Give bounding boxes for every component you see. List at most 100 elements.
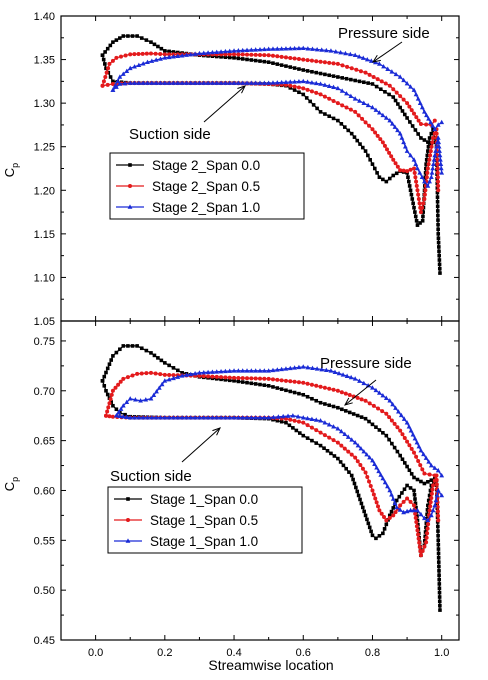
data-point xyxy=(357,378,362,383)
data-point xyxy=(400,491,404,495)
data-point xyxy=(236,52,241,57)
data-point xyxy=(100,379,105,383)
data-point xyxy=(411,87,417,92)
data-point xyxy=(427,178,432,184)
data-point xyxy=(383,395,389,400)
data-point xyxy=(288,389,293,394)
data-point xyxy=(389,492,394,497)
data-point xyxy=(402,112,407,117)
data-point xyxy=(270,377,275,382)
data-point xyxy=(410,124,415,128)
data-point xyxy=(387,150,392,155)
data-point xyxy=(395,127,400,133)
data-point xyxy=(258,376,262,381)
data-point xyxy=(367,401,372,406)
data-point xyxy=(344,466,348,471)
data-point xyxy=(116,382,121,387)
data-point xyxy=(266,60,271,64)
y-tick-label: 1.10 xyxy=(34,272,55,284)
data-point xyxy=(283,46,289,51)
data-point xyxy=(364,451,370,457)
data-point xyxy=(227,378,232,383)
data-point xyxy=(436,560,441,564)
data-point xyxy=(435,162,440,167)
data-point xyxy=(401,416,407,421)
data-point xyxy=(111,354,115,358)
data-point xyxy=(344,90,349,96)
data-point xyxy=(343,50,348,56)
data-point xyxy=(431,157,437,162)
data-point xyxy=(436,183,441,188)
data-point xyxy=(387,92,391,97)
data-point xyxy=(340,372,346,377)
data-point xyxy=(235,80,241,85)
data-point xyxy=(371,403,376,408)
data-point xyxy=(288,55,293,60)
data-point xyxy=(331,61,336,66)
data-point xyxy=(370,488,375,493)
data-point xyxy=(258,52,262,57)
data-point xyxy=(391,157,396,162)
data-point xyxy=(426,162,431,167)
data-point xyxy=(275,377,280,382)
data-point xyxy=(144,348,149,353)
data-point xyxy=(331,404,336,409)
data-point xyxy=(398,412,404,418)
data-point xyxy=(394,504,400,510)
data-point xyxy=(393,71,399,77)
data-point xyxy=(292,390,297,395)
data-point xyxy=(380,112,386,118)
data-point xyxy=(407,443,412,448)
data-point xyxy=(439,492,445,498)
data-point xyxy=(126,518,130,522)
data-point xyxy=(366,81,370,85)
data-point xyxy=(380,409,385,414)
data-point xyxy=(279,419,284,424)
data-point xyxy=(406,175,410,180)
data-point xyxy=(309,58,314,63)
data-point xyxy=(205,80,211,85)
data-point xyxy=(412,205,416,210)
data-point xyxy=(305,423,310,428)
data-point xyxy=(347,393,352,398)
data-point xyxy=(300,415,306,420)
data-point xyxy=(231,80,237,85)
data-point xyxy=(323,112,327,116)
data-point xyxy=(314,59,319,64)
data-point xyxy=(352,481,357,486)
data-point xyxy=(322,433,327,438)
data-point xyxy=(336,118,340,123)
data-point xyxy=(353,109,358,114)
data-point xyxy=(322,446,326,451)
data-point xyxy=(436,547,441,551)
data-point xyxy=(383,81,388,86)
data-point xyxy=(343,409,348,413)
data-point xyxy=(412,503,417,508)
data-point xyxy=(245,57,249,62)
data-point xyxy=(430,123,436,128)
data-point xyxy=(176,368,180,373)
data-point xyxy=(127,396,133,401)
y-tick-label: 0.45 xyxy=(34,635,55,647)
data-point xyxy=(378,137,383,142)
data-point xyxy=(163,361,167,365)
data-point xyxy=(437,569,441,573)
data-point xyxy=(270,46,276,51)
data-point xyxy=(376,504,381,509)
legend-entry: Stage 1_Span 1.0 xyxy=(150,534,258,549)
data-point xyxy=(436,222,440,227)
data-point xyxy=(117,413,123,419)
data-point xyxy=(128,52,133,57)
data-point xyxy=(435,179,440,184)
data-point xyxy=(222,415,228,420)
data-point xyxy=(424,162,428,166)
data-point xyxy=(416,192,421,197)
data-point xyxy=(179,80,185,85)
data-point xyxy=(327,114,332,119)
data-point xyxy=(253,368,259,373)
data-point xyxy=(301,380,306,385)
data-point xyxy=(139,346,144,351)
data-point xyxy=(188,371,194,377)
data-point xyxy=(418,122,423,127)
data-point xyxy=(373,107,379,112)
